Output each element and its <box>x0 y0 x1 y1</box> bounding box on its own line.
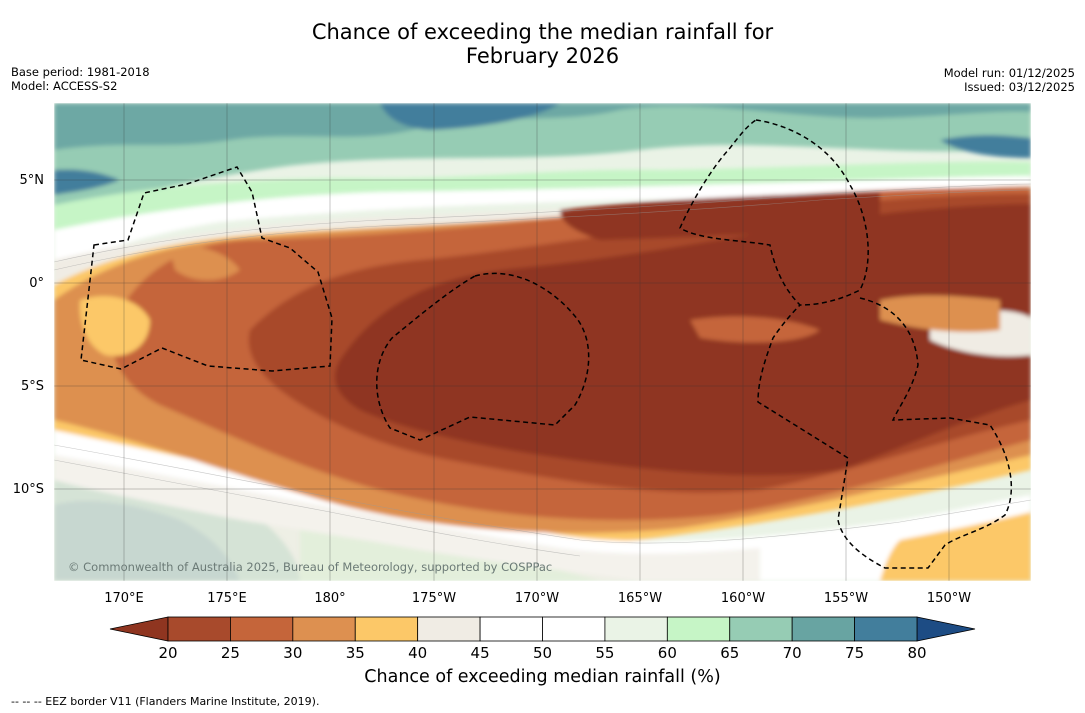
lon-label-180: 180° <box>314 591 345 606</box>
lon-label-160w: 160°W <box>721 591 765 606</box>
copyright-text: © Commonwealth of Australia 2025, Bureau… <box>68 560 552 574</box>
colorbar-segment <box>167 616 231 642</box>
colorbar-segment <box>604 616 668 642</box>
colorbar-tick-label: 45 <box>471 644 490 662</box>
base-period-text: Base period: 1981-2018 <box>11 65 150 79</box>
colorbar-segment <box>230 616 294 642</box>
colorbar-tick-label: 65 <box>720 644 739 662</box>
colorbar-tick-label: 25 <box>221 644 240 662</box>
chart-title: Chance of exceeding the median rainfall … <box>0 20 1085 68</box>
colorbar-tick-label: 50 <box>533 644 552 662</box>
band-45-55-south <box>54 430 1031 581</box>
eez-north-east <box>679 119 869 306</box>
colorbar-label: Chance of exceeding median rainfall (%) <box>364 667 721 687</box>
colorbar-segment <box>292 616 356 642</box>
lon-label-165w: 165°W <box>618 591 662 606</box>
colorbar-tick-label: 20 <box>158 644 177 662</box>
probability-bands <box>54 103 1031 581</box>
lat-label-5s: 5°S <box>21 379 44 394</box>
colorbar-tick-label: 80 <box>907 644 926 662</box>
colorbar-segment <box>791 616 855 642</box>
title-line-2: February 2026 <box>465 44 620 68</box>
map-frame <box>53 102 1032 582</box>
colorbar-tick-label: 60 <box>658 644 677 662</box>
colorbar-tick-label: 75 <box>845 644 864 662</box>
eez-central <box>376 272 590 441</box>
colorbar-segment <box>417 616 481 642</box>
band-75-80-north-a <box>380 103 560 130</box>
colorbar-tick-label: 30 <box>283 644 302 662</box>
colorbar-segment <box>542 616 606 642</box>
lat-label-5n: 5°N <box>20 173 45 188</box>
title-line-1: Chance of exceeding the median rainfall … <box>311 20 774 44</box>
lon-label-150w: 150°W <box>927 591 971 606</box>
colorbar-tick-label: 70 <box>783 644 802 662</box>
model-run-text: Model run: 01/12/2025 <box>943 66 1075 80</box>
colorbar-segment <box>729 616 793 642</box>
patch-30-35-northwest <box>170 246 240 281</box>
lon-label-175e: 175°E <box>207 591 247 606</box>
lon-label-175w: 175°W <box>412 591 456 606</box>
eez-west <box>80 166 333 372</box>
colorbar-segment <box>854 616 918 642</box>
lat-label-10s: 10°S <box>13 482 44 497</box>
colorbar-segment <box>666 616 731 642</box>
band-70-75-north <box>54 103 1031 150</box>
colorbar: 20 25 30 35 40 45 50 55 60 65 70 75 80 <box>109 616 976 662</box>
lon-label-170w: 170°W <box>515 591 559 606</box>
lon-label-155w: 155°W <box>824 591 868 606</box>
eez-legend-footer: -- -- -- EEZ border V11 (Flanders Marine… <box>11 695 320 708</box>
colorbar-tick-label: 40 <box>408 644 427 662</box>
colorbar-segments <box>167 616 918 642</box>
lon-label-170e: 170°E <box>104 591 144 606</box>
meta-left: Base period: 1981-2018 Model: ACCESS-S2 <box>11 65 150 93</box>
issued-text: Issued: 03/12/2025 <box>964 80 1075 94</box>
colorbar-segment <box>354 616 419 642</box>
band-75-80-north-b <box>940 135 1031 158</box>
colorbar-under-arrow <box>109 616 169 642</box>
lat-labels: 5°N 0° 5°S 10°S <box>13 173 44 497</box>
colorbar-over-arrow <box>916 616 976 642</box>
meta-right: Model run: 01/12/2025 Issued: 03/12/2025 <box>944 66 1075 94</box>
band-75-80-north-c <box>54 169 120 195</box>
colorbar-tick-label: 35 <box>346 644 365 662</box>
rainfall-map: © Commonwealth of Australia 2025, Bureau… <box>54 103 1031 581</box>
model-text: Model: ACCESS-S2 <box>11 79 118 93</box>
lat-label-0: 0° <box>29 276 44 291</box>
patch-25-30-center <box>690 316 820 343</box>
patch-30-35-east <box>880 295 1000 332</box>
patch-35-40-west <box>79 296 150 356</box>
band-45-55-north <box>54 176 1031 270</box>
band-40-45-south <box>54 455 760 581</box>
colorbar-ticks: 20 25 30 35 40 45 50 55 60 65 70 75 80 <box>158 644 926 662</box>
colorbar-tick-label: 55 <box>595 644 614 662</box>
band-35-40-southeast <box>880 512 1031 581</box>
lon-labels: 170°E 175°E 180° 175°W 170°W 165°W 160°W… <box>104 591 971 606</box>
eez-borders <box>80 119 1013 569</box>
graticule <box>54 103 1031 581</box>
band-under-20 <box>335 204 1031 476</box>
band-60-65-north <box>54 161 1031 240</box>
contour-lines <box>54 183 1031 557</box>
colorbar-segment <box>479 616 543 642</box>
